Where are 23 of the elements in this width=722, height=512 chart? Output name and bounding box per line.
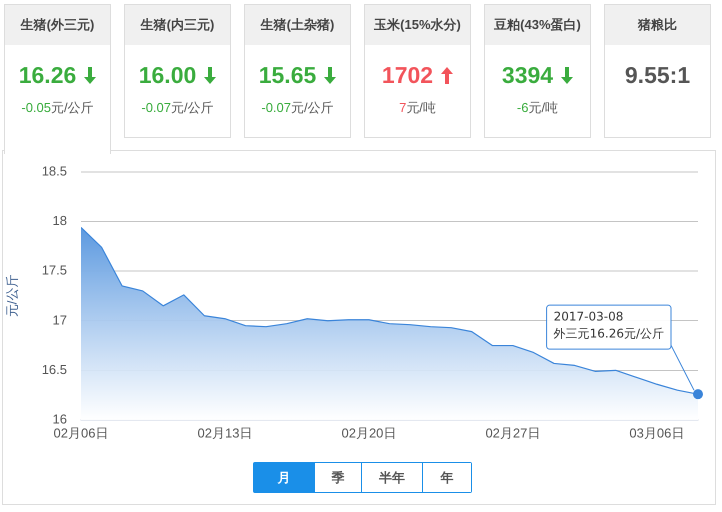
annotation: 2017-03-08 外三元16.26元/公斤 xyxy=(554,309,664,340)
text: 生猪(内三元) 16.00 -0.07元/公斤 xyxy=(138,17,214,115)
x-tick-label: 02月20日 xyxy=(341,425,396,440)
text: 月 xyxy=(254,463,314,492)
y-tick-label: 18.5 xyxy=(42,163,67,178)
text: 半年 xyxy=(361,463,422,492)
text: 生猪(外三元) 16.26 -0.05元/公斤 xyxy=(18,17,94,115)
x-tick-label: 03月06日 xyxy=(629,425,684,440)
y-tick-label: 17.5 xyxy=(42,262,67,278)
y-tick-label: 16.5 xyxy=(42,362,67,377)
text: 生猪(土杂猪) 15.65 -0.07元/公斤 xyxy=(258,17,334,115)
text: 猪粮比 9.55:1 xyxy=(624,17,690,88)
text: 豆粕(43%蛋白) 3394 -6元/吨 xyxy=(494,17,581,115)
x-tick-label: 02月13日 xyxy=(198,425,252,440)
x-tick-label: 02月27日 xyxy=(485,425,540,440)
y-tick-label: 17 xyxy=(52,312,67,328)
y-tick-label: 18 xyxy=(52,213,67,228)
y-tick-label: 16 xyxy=(52,412,67,427)
y-axis-title: 元/公斤 xyxy=(4,274,20,318)
text: 玉米(15%水分) 1702 7元/吨 xyxy=(374,17,461,115)
text: 季 xyxy=(314,463,361,492)
x-tick-label: 02月06日 xyxy=(54,425,108,440)
text: 年 xyxy=(422,463,471,492)
